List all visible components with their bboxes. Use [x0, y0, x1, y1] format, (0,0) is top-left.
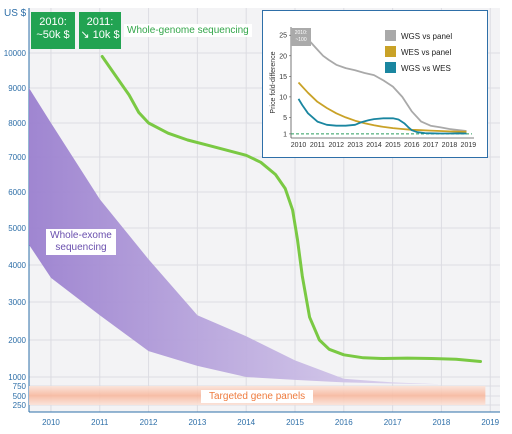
- panel-label: Targeted gene panels: [201, 390, 314, 403]
- y-tick-label-750: 750: [13, 382, 27, 391]
- inset-x-tick-label-2014: 2014: [366, 142, 382, 149]
- x-tick-label-2011: 2011: [91, 418, 109, 427]
- annotation-2010-line2: ~50k $: [36, 29, 70, 41]
- inset-legend-label-2: WGS vs WES: [401, 64, 451, 73]
- inset-x-tick-label-2017: 2017: [423, 142, 439, 149]
- inset-x-tick-label-2011: 2011: [310, 142, 325, 149]
- x-tick-label-2010: 2010: [42, 418, 60, 427]
- inset-legend-swatch-2: [385, 62, 396, 73]
- inset-y-tick-label-20: 20: [279, 53, 287, 60]
- y-tick-label-5000: 5000: [8, 224, 26, 233]
- annotation-2011-price: 2011: ↘ 10k $: [79, 12, 121, 49]
- inset-x-tick-label-2013: 2013: [347, 142, 363, 149]
- panel-label-text: Targeted gene panels: [209, 391, 306, 402]
- x-tick-label-2016: 2016: [335, 418, 353, 427]
- inset-x-tick-label-2016: 2016: [404, 142, 420, 149]
- inset-legend-label-0: WGS vs panel: [401, 32, 452, 41]
- inset-x-tick-label-2019: 2019: [461, 142, 477, 149]
- annotation-2011-line2: ↘ 10k $: [80, 29, 120, 41]
- inset-y-tick-label-25: 25: [279, 33, 287, 40]
- wes-label: Whole-exome sequencing: [46, 229, 116, 255]
- x-tick-label-2013: 2013: [188, 418, 206, 427]
- y-tick-label-3000: 3000: [8, 298, 26, 307]
- y-tick-label-10000: 10000: [4, 49, 27, 58]
- y-tick-label-2000: 2000: [8, 336, 26, 345]
- inset-x-tick-label-2010: 2010: [291, 142, 307, 149]
- x-tick-label-2017: 2017: [384, 418, 402, 427]
- wgs-line: [100, 55, 482, 363]
- y-axis-title-text: US $: [4, 8, 27, 19]
- y-axis-title: US $: [4, 8, 26, 19]
- y-tick-label-1000: 1000: [8, 373, 26, 382]
- annotation-2011-line1: 2011:: [86, 16, 114, 28]
- inset-y-axis-title: Price fold-difference: [270, 51, 277, 113]
- inset-annotation: 2010: ~100: [291, 28, 311, 46]
- y-tick-label-4000: 4000: [8, 261, 26, 270]
- inset-series-line-0: [298, 34, 467, 132]
- x-tick-label-2018: 2018: [433, 418, 451, 427]
- inset-series-line-1: [297, 81, 467, 133]
- inset-y-tick-label-5: 5: [283, 115, 287, 122]
- inset-legend-label-1: WES vs panel: [401, 48, 451, 57]
- inset-y-tick-label-15: 15: [279, 74, 287, 81]
- wes-band: [29, 88, 486, 385]
- wgs-label-text: Whole-genome sequencing: [127, 25, 249, 36]
- inset-x-tick-label-2018: 2018: [442, 142, 458, 149]
- annotation-2010-price: 2010: ~50k $: [31, 12, 75, 49]
- x-tick-label-2015: 2015: [286, 418, 304, 427]
- inset-annotation-line2: ~100: [295, 37, 307, 43]
- annotation-2010-line1: 2010:: [39, 16, 67, 28]
- y-tick-label-8000: 8000: [8, 119, 26, 128]
- inset-x-tick-label-2015: 2015: [385, 142, 401, 149]
- inset-legend-swatch-1: [385, 46, 396, 57]
- y-tick-label-7000: 7000: [8, 153, 26, 162]
- x-tick-label-2019: 2019: [481, 418, 499, 427]
- inset-y-tick-label-1: 1: [283, 131, 287, 138]
- y-tick-label-9000: 9000: [8, 84, 26, 93]
- inset-annotation-line1: 2010:: [294, 30, 308, 36]
- inset-x-tick-label-2012: 2012: [328, 142, 344, 149]
- y-tick-label-500: 500: [13, 392, 27, 401]
- y-tick-label-250: 250: [13, 401, 27, 410]
- inset-series-line-2: [297, 98, 467, 135]
- wes-label-text: Whole-exome sequencing: [50, 230, 112, 253]
- y-tick-label-6000: 6000: [8, 188, 26, 197]
- inset-y-tick-label-10: 10: [279, 94, 287, 101]
- inset-legend-swatch-0: [385, 30, 396, 41]
- x-tick-label-2014: 2014: [237, 418, 255, 427]
- wgs-label: Whole-genome sequencing: [124, 24, 252, 37]
- x-tick-label-2012: 2012: [140, 418, 158, 427]
